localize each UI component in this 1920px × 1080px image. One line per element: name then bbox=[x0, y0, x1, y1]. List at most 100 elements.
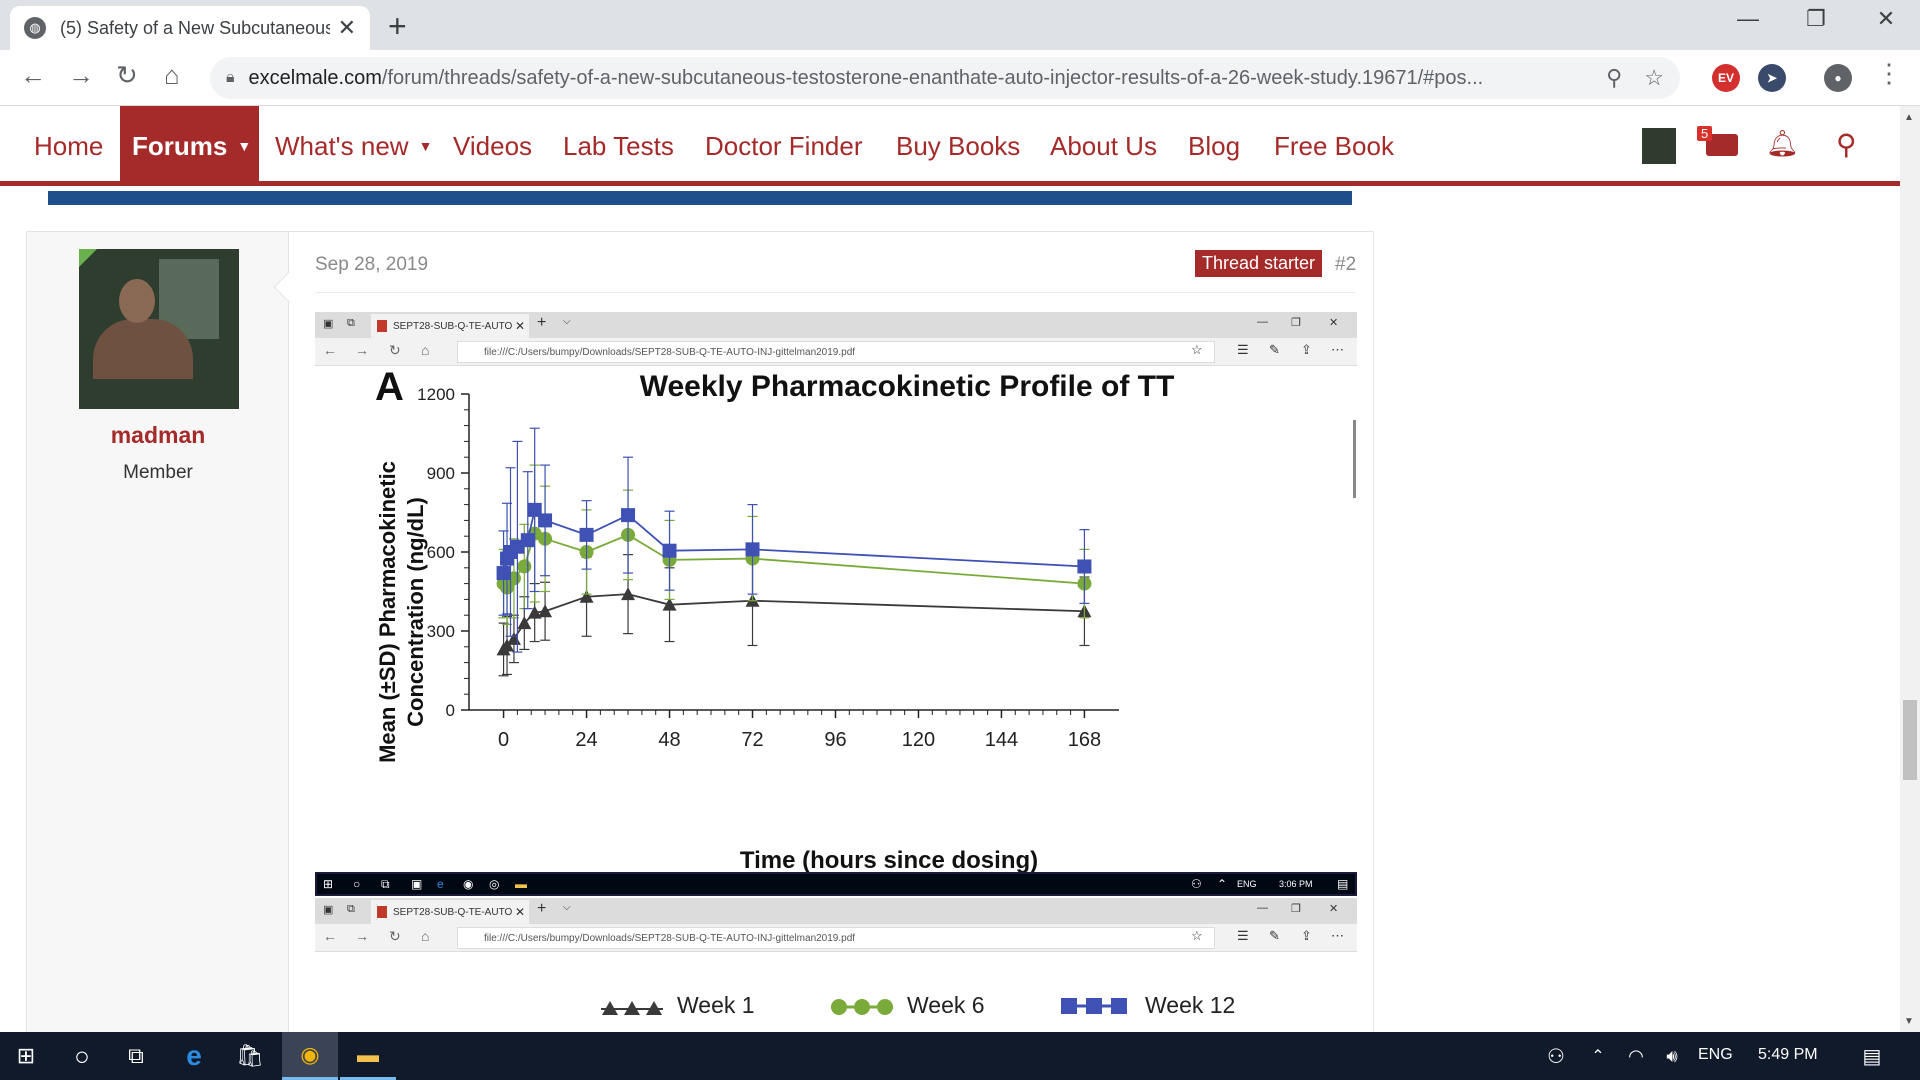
tab-close-button[interactable]: ✕ bbox=[337, 15, 356, 40]
people-icon[interactable]: ⚇ bbox=[1547, 1045, 1565, 1068]
browser-toolbar: ← → ↻ ⌂ 🔒︎ excelmale.com/forum/threads/s… bbox=[0, 50, 1920, 106]
star-icon: ☆ bbox=[1191, 342, 1203, 357]
close-icon: ✕ bbox=[1329, 317, 1339, 329]
chart-marks bbox=[496, 427, 1092, 677]
username[interactable]: madman bbox=[110, 422, 206, 448]
tab-actions-icon: ▣ bbox=[323, 904, 334, 916]
embedded-url-2: file:///C:/Users/bumpy/Downloads/SEPT28-… bbox=[484, 932, 856, 944]
chevron-down-icon[interactable]: ▼ bbox=[237, 138, 252, 154]
cortana-icon[interactable]: ○ bbox=[74, 1040, 90, 1071]
post-number[interactable]: #2 bbox=[1335, 254, 1357, 275]
address-bar[interactable]: 🔒︎ excelmale.com/forum/threads/safety-of… bbox=[210, 57, 1680, 99]
x-tick-label: 168 bbox=[1068, 729, 1101, 751]
embedded-tab-strip-2: ▣ ⧉ SEPT28-SUB-Q-TE-AUTO ✕ + ⌵ — ❐ ✕ bbox=[315, 898, 1357, 924]
notification-count-badge: 5 bbox=[1697, 126, 1713, 141]
language-indicator[interactable]: ENG bbox=[1698, 1046, 1733, 1063]
home-icon[interactable]: ⌂ bbox=[164, 60, 180, 90]
forward-icon[interactable]: → bbox=[68, 60, 94, 90]
restore-icon: ❐ bbox=[1291, 317, 1301, 329]
nav-forums[interactable]: Forums ▼ bbox=[120, 106, 259, 186]
embedded-tab-title: SEPT28-SUB-Q-TE-AUTO bbox=[393, 320, 513, 332]
clock[interactable]: 5:49 PM bbox=[1758, 1046, 1818, 1063]
reload-icon: ↻ bbox=[389, 342, 401, 358]
extension-icon[interactable]: EV bbox=[1712, 64, 1740, 92]
tab-title: (5) Safety of a New Subcutaneous bbox=[60, 17, 330, 38]
chevron-up-icon[interactable]: ⌃ bbox=[1591, 1048, 1605, 1065]
embedded-edge-toolbar: ▣ ⧉ SEPT28-SUB-Q-TE-AUTO ✕ + ⌵ — ❐ ✕ ← → … bbox=[315, 312, 1357, 366]
chevron-down-icon[interactable]: ▼ bbox=[418, 138, 433, 154]
action-center-icon[interactable]: ▤ bbox=[1862, 1045, 1882, 1068]
nav-doctor-finder[interactable]: Doctor Finder bbox=[693, 106, 875, 186]
embedded-tab-title-2: SEPT28-SUB-Q-TE-AUTO bbox=[393, 906, 513, 918]
minimize-button[interactable]: — bbox=[1737, 6, 1759, 31]
wifi-icon[interactable]: ◠ bbox=[1628, 1045, 1644, 1066]
chrome-icon: ◉ bbox=[463, 877, 474, 891]
nav-blog-label: Blog bbox=[1188, 130, 1241, 161]
file-explorer-icon[interactable]: ▬ bbox=[340, 1032, 396, 1080]
url-domain: excelmale.com bbox=[248, 66, 382, 89]
restore-icon: ❐ bbox=[1291, 903, 1301, 915]
windows-start-icon[interactable]: ⊞ bbox=[16, 1043, 36, 1068]
reload-icon[interactable]: ↻ bbox=[116, 60, 138, 90]
scroll-up-icon[interactable]: ▲ bbox=[1904, 112, 1914, 123]
bell-icon[interactable]: 🔔︎ bbox=[1766, 128, 1800, 158]
zoom-icon[interactable]: ⚲ bbox=[1606, 65, 1623, 90]
store-icon[interactable]: 🛍︎ bbox=[236, 1043, 264, 1068]
x-tick-label: 48 bbox=[658, 729, 680, 751]
pane-pointer bbox=[273, 271, 305, 303]
nav-about-us-label: About Us bbox=[1050, 130, 1157, 161]
more-icon: ⋯ bbox=[1331, 342, 1344, 357]
post-date[interactable]: Sep 28, 2019 bbox=[315, 254, 429, 275]
forward-icon: → bbox=[355, 928, 369, 944]
series-week-1 bbox=[496, 554, 1092, 677]
scrollbar-thumb[interactable] bbox=[1903, 700, 1917, 780]
page-scrollbar[interactable]: ▲ ▼ bbox=[1900, 106, 1920, 1032]
chart-title: Weekly Pharmacokinetic Profile of TT bbox=[640, 370, 1175, 403]
legend-week-12: Week 12 bbox=[1059, 992, 1235, 1019]
nav-whats-new[interactable]: What's new ▼ bbox=[263, 106, 444, 186]
x-tick-label: 72 bbox=[741, 729, 763, 751]
edge-icon[interactable]: e bbox=[186, 1040, 202, 1071]
lock-icon: 🔒︎ bbox=[226, 69, 235, 86]
task-view-icon[interactable]: ⧉ bbox=[128, 1043, 144, 1068]
browser-tab[interactable]: ◍ (5) Safety of a New Subcutaneous ✕ bbox=[10, 6, 370, 50]
nav-buy-books[interactable]: Buy Books bbox=[884, 106, 1032, 186]
tab-actions-icon: ▣ bbox=[323, 318, 334, 330]
triangle-marker-icon bbox=[601, 1000, 663, 1015]
nav-about-us[interactable]: About Us bbox=[1038, 106, 1169, 186]
profile-icon[interactable]: ● bbox=[1824, 64, 1852, 92]
series-week-12 bbox=[496, 427, 1092, 653]
pdf-scrollbar bbox=[1353, 420, 1356, 498]
pdf-icon bbox=[377, 906, 387, 918]
embedded-time: 3:06 PM bbox=[1279, 879, 1313, 889]
folder-icon: ▬ bbox=[515, 877, 527, 891]
share-icon: ⇪ bbox=[1301, 342, 1312, 357]
y-tick-label: 0 bbox=[446, 701, 455, 720]
avatar[interactable] bbox=[79, 249, 239, 409]
user-avatar-small[interactable] bbox=[1642, 128, 1676, 164]
restore-button[interactable]: ❐ bbox=[1806, 6, 1826, 31]
x-tick-label: 144 bbox=[985, 729, 1018, 751]
x-tick-label: 96 bbox=[824, 729, 846, 751]
back-icon[interactable]: ← bbox=[20, 60, 46, 90]
close-window-button[interactable]: ✕ bbox=[1876, 6, 1896, 31]
envelope-icon[interactable] bbox=[1706, 134, 1738, 156]
embedded-address-bar-2: file:///C:/Users/bumpy/Downloads/SEPT28-… bbox=[457, 927, 1215, 949]
nav-videos[interactable]: Videos bbox=[441, 106, 544, 186]
nav-lab-tests[interactable]: Lab Tests bbox=[551, 106, 686, 186]
nav-home[interactable]: Home bbox=[22, 106, 115, 186]
forward-icon: → bbox=[355, 342, 369, 358]
bookmark-star-icon[interactable]: ☆ bbox=[1644, 65, 1664, 90]
legend-week-1: Week 1 bbox=[599, 992, 755, 1019]
scroll-down-icon[interactable]: ▼ bbox=[1904, 1016, 1914, 1027]
menu-icon[interactable]: ⋮ bbox=[1876, 58, 1902, 88]
volume-icon[interactable]: 🔊︎ bbox=[1666, 1045, 1678, 1066]
chrome-icon[interactable]: ◉ bbox=[282, 1032, 338, 1080]
data-point bbox=[517, 616, 532, 630]
nav-blog[interactable]: Blog bbox=[1176, 106, 1252, 186]
new-tab-button[interactable]: + bbox=[388, 8, 407, 44]
cursor-extension-icon[interactable]: ➤ bbox=[1758, 64, 1786, 92]
nav-free-book[interactable]: Free Book bbox=[1262, 106, 1406, 186]
search-icon[interactable]: ⚲ bbox=[1836, 129, 1857, 160]
